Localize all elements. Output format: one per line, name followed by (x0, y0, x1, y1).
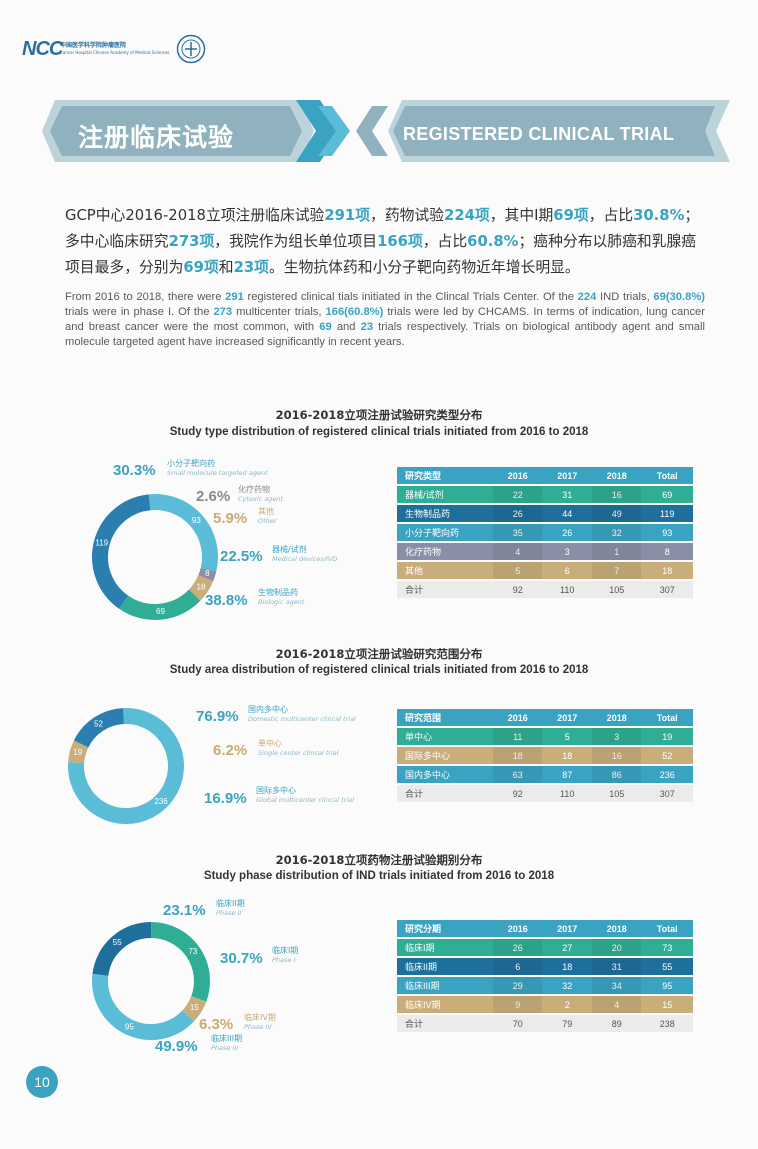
study-type-donut-chart: 93 8 18 69 119 (92, 494, 218, 620)
legend-global-text: 国际多中心 Global multicenter clincal trial (256, 786, 354, 804)
legend-single-center: 6.2% (213, 742, 248, 759)
donut-slice (198, 567, 217, 582)
section-1-title-cn: 2016-2018立项注册试验研究类型分布 (275, 408, 483, 422)
legend-phase-1-text: 临床I期 Phase I (272, 946, 299, 964)
study-phase-donut-chart: 55 73 15 95 (92, 922, 210, 1040)
banner-title-en: REGISTERED CLINICAL TRIAL (403, 124, 675, 144)
donut-slice-label: 8 (205, 569, 210, 578)
donut-slice-label: 52 (94, 719, 103, 728)
donut-slice-label: 55 (113, 938, 122, 947)
legend-biologic-text: 生物制品药 Biologic agent (258, 588, 305, 606)
donut-slice (68, 708, 184, 824)
table-row: 临床I期 26 27 20 73 (397, 939, 693, 956)
donut-slice-label: 95 (125, 1022, 134, 1031)
study-phase-table: 研究分期 2016 2017 2018 Total 临床I期 26 27 20 73 临… (397, 918, 693, 1034)
legend-small-molecule-text: 小分子靶向药 Small molecule targeted agent (167, 459, 268, 477)
table-total-row: 合计 70 79 89 238 (397, 1015, 693, 1032)
donut-slice-label: 119 (95, 538, 108, 547)
legend-domestic-text: 国内多中心 Domestic multicenter clincal trial (248, 705, 356, 723)
donut-slice (92, 922, 152, 977)
legend-phase-3: 49.9% (155, 1038, 198, 1055)
legend-phase-3-text: 临床III期 Phase III (211, 1034, 243, 1052)
donut-slice (148, 494, 218, 572)
banner-title-cn: 注册临床试验 (78, 123, 235, 152)
table-header-row: 研究范围 2016 2017 2018 Total (397, 709, 693, 726)
legend-domestic: 76.9% (196, 708, 239, 725)
legend-cytoxic: 2.6% (196, 488, 231, 505)
study-area-donut-chart: 236 19 52 (68, 708, 184, 824)
intro-paragraph-cn: GCP中心2016-2018立项注册临床试验291项，药物试验224项，其中I期… (65, 207, 700, 276)
table-row: 国际多中心 18 18 16 52 (397, 747, 693, 764)
section-1-title-en: Study type distribution of registered cl… (169, 426, 589, 438)
table-header-row: 研究分期 2016 2017 2018 Total (397, 920, 693, 937)
donut-slice (92, 973, 194, 1040)
table-row: 小分子靶向药 35 26 32 93 (397, 524, 693, 541)
study-type-table: 研究类型 2016 2017 2018 Total 器械/试剂 22 31 16 69 … (397, 465, 693, 600)
hospital-name-en: Cancer Hospital Chinese Academy of Medic… (60, 50, 170, 55)
donut-slice (119, 589, 201, 620)
legend-cytoxic-text: 化疗药物 Cytoxic agent (238, 485, 283, 503)
table-row: 临床IV期 9 2 4 15 (397, 996, 693, 1013)
table-row: 器械/试剂 22 31 16 69 (397, 486, 693, 503)
table-total-row: 合计 92 110 105 307 (397, 785, 693, 802)
donut-slice (68, 740, 89, 764)
table-row: 其他 5 6 7 18 (397, 562, 693, 579)
section-2-title-cn: 2016-2018立项注册试验研究范围分布 (275, 647, 483, 661)
table-total-row: 合计 92 110 105 307 (397, 581, 693, 598)
legend-phase-1: 30.7% (220, 950, 263, 967)
donut-slice (182, 995, 207, 1022)
donut-slice-label: 236 (154, 797, 168, 806)
donut-slice (150, 922, 210, 1002)
legend-phase-4-text: 临床IV期 Phase IV (244, 1013, 276, 1031)
table-row: 化疗药物 4 3 1 8 (397, 543, 693, 560)
table-row: 临床II期 6 18 31 55 (397, 958, 693, 975)
page-number: 10 (26, 1066, 58, 1098)
donut-slice-label: 18 (197, 582, 206, 591)
donut-slice-label: 15 (190, 1003, 199, 1012)
donut-slice-label: 69 (156, 607, 165, 616)
legend-global: 16.9% (204, 790, 247, 807)
legend-other: 5.9% (213, 510, 248, 527)
legend-single-center-text: 单中心 Single center clincal trial (258, 739, 339, 757)
table-header-row: 研究类型 2016 2017 2018 Total (397, 467, 693, 484)
hospital-name-cn: 中国医学科学院肿瘤医院 (60, 42, 127, 49)
section-3-title-en: Study phase distribution of IND trials i… (203, 870, 555, 882)
donut-slice-label: 73 (188, 947, 197, 956)
donut-slice (73, 708, 125, 748)
legend-small-molecule: 30.3% (113, 462, 156, 479)
donut-slice (92, 494, 151, 609)
table-row: 国内多中心 63 87 86 236 (397, 766, 693, 783)
legend-other-text: 其他 Other (258, 507, 277, 525)
legend-phase-4: 6.3% (199, 1016, 234, 1033)
donut-slice-label: 19 (73, 748, 82, 757)
section-3-title-cn: 2016-2018立项药物注册试验期别分布 (275, 853, 483, 867)
legend-devices: 22.5% (220, 548, 263, 565)
donut-slice (188, 574, 214, 601)
legend-phase-2-text: 临床II期 Phase II (216, 899, 245, 917)
table-row: 单中心 11 5 3 19 (397, 728, 693, 745)
section-banner (42, 100, 730, 162)
legend-biologic: 38.8% (205, 592, 248, 609)
legend-devices-text: 器械/试剂 Medical devices/IVD (272, 545, 338, 563)
hospital-logo: NCC (22, 38, 63, 60)
academy-seal-icon (176, 34, 206, 64)
study-area-table: 研究范围 2016 2017 2018 Total 单中心 11 5 3 19 国际多中… (397, 707, 693, 804)
legend-phase-2: 23.1% (163, 902, 206, 919)
table-row: 生物制品药 26 44 49 119 (397, 505, 693, 522)
intro-paragraph-en: From 2016 to 2018, there were 291 regist… (65, 291, 705, 348)
table-row: 临床III期 29 32 34 95 (397, 977, 693, 994)
donut-slice-label: 93 (192, 516, 201, 525)
section-2-title-en: Study area distribution of registered cl… (169, 664, 589, 676)
